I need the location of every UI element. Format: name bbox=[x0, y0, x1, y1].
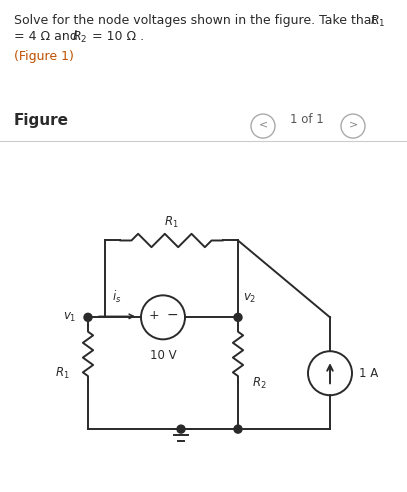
Text: Solve for the node voltages shown in the figure. Take that: Solve for the node voltages shown in the… bbox=[14, 14, 381, 27]
Text: $R_1$: $R_1$ bbox=[370, 14, 385, 29]
Text: $R_1$: $R_1$ bbox=[164, 215, 179, 230]
Circle shape bbox=[84, 313, 92, 321]
Text: 1 A: 1 A bbox=[359, 367, 378, 380]
Circle shape bbox=[234, 313, 242, 321]
Text: = 4 Ω and: = 4 Ω and bbox=[14, 30, 82, 43]
Text: Figure: Figure bbox=[14, 113, 69, 128]
Text: <: < bbox=[258, 120, 268, 130]
Text: $i_s$: $i_s$ bbox=[112, 289, 122, 306]
Text: $v_1$: $v_1$ bbox=[63, 311, 76, 324]
Text: +: + bbox=[149, 309, 159, 322]
Text: 10 V: 10 V bbox=[150, 349, 176, 362]
Text: $R_1$: $R_1$ bbox=[55, 366, 70, 381]
Text: $v_2$: $v_2$ bbox=[243, 292, 256, 306]
Text: >: > bbox=[348, 120, 358, 130]
Text: $R_2$: $R_2$ bbox=[72, 30, 87, 45]
Circle shape bbox=[177, 425, 185, 433]
Circle shape bbox=[234, 425, 242, 433]
Text: 1 of 1: 1 of 1 bbox=[290, 113, 324, 126]
Text: = 10 Ω .: = 10 Ω . bbox=[88, 30, 144, 43]
Text: −: − bbox=[166, 308, 178, 322]
Text: $R_2$: $R_2$ bbox=[252, 376, 267, 391]
Text: (Figure 1): (Figure 1) bbox=[14, 50, 74, 63]
